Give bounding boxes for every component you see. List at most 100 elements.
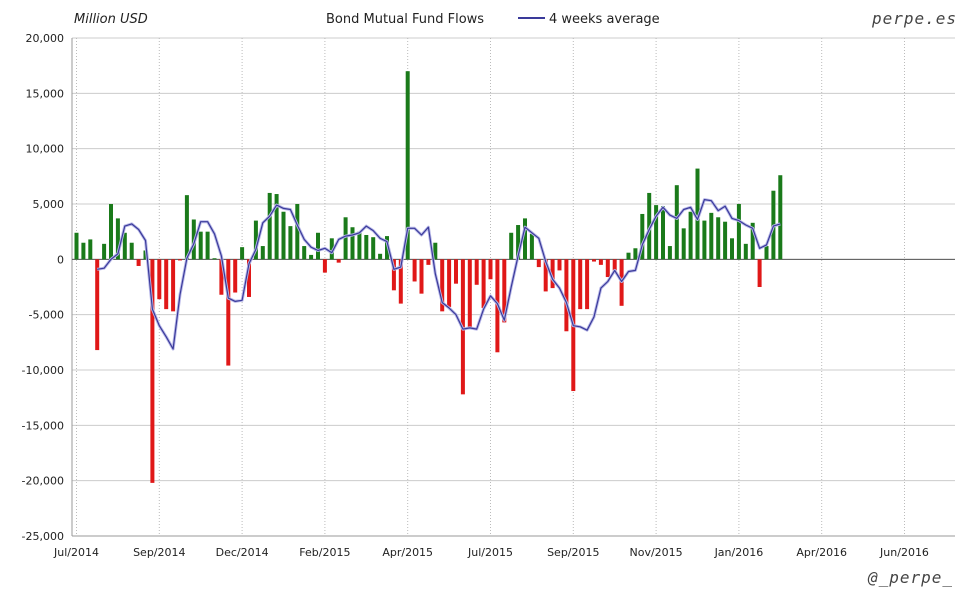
flow-bar [750,222,755,260]
x-tick-label: Jan/2016 [714,546,764,559]
flow-bar [322,259,327,273]
chart-title: Bond Mutual Fund Flows [326,12,484,27]
flow-bar [516,225,521,260]
flow-bar [543,259,548,292]
x-tick-labels: Jul/2014 Sep/2014 Dec/2014 Feb/2015 Apr/2015… [53,546,929,559]
flow-bar [378,253,383,260]
flow-bar [681,228,686,260]
x-tick-label: Jul/2015 [467,546,513,559]
legend-label: 4 weeks average [549,12,660,27]
flow-bar [247,259,251,297]
grid-lines [72,37,955,537]
flow-bar [757,259,762,287]
flow-bar [302,246,307,260]
y-tick-label: -25,000 [22,530,64,543]
average-line [97,199,781,350]
flow-bar [509,232,514,260]
flow-bar [674,185,679,260]
x-tick-label: Sep/2015 [547,546,599,559]
flow-bar [350,227,355,260]
flow-bar [481,259,486,309]
y-tick-labels: 20,000 15,000 10,000 5,000 0 -5,000 -10,000 -15… [22,32,64,543]
flow-bar [371,237,376,260]
y-tick-label: -15,000 [22,419,64,432]
flow-bar [502,259,507,323]
flow-bar [164,259,169,310]
flow-bar [736,204,741,260]
bar-series [74,71,783,483]
flow-bar [709,212,714,260]
unit-label: Million USD [74,12,148,27]
flow-bar [205,231,210,260]
flow-bar [764,246,769,260]
flow-bar [212,258,217,260]
flow-bar [95,259,100,351]
flow-bar [647,192,652,260]
flow-bar [198,231,203,260]
handle-watermark: @_perpe_ [867,568,953,587]
flow-bar [743,243,748,260]
flow-bar [640,213,645,260]
flow-bar [550,259,555,289]
average-line-series [96,198,781,351]
flow-bar [536,259,541,268]
flow-bar [578,259,583,310]
y-tick-label: 20,000 [26,32,65,45]
flow-bar [633,248,638,260]
y-tick-label: -20,000 [22,475,64,488]
flow-bar [122,232,127,260]
axes [71,38,955,537]
flow-bar [364,234,369,260]
flow-bar [661,206,665,260]
flow-bar [309,254,314,260]
x-tick-label: Jul/2014 [53,546,99,559]
y-tick-label: -10,000 [22,364,64,377]
flow-bar [288,226,293,260]
flow-bar [529,233,534,260]
flow-bar [612,259,617,271]
flow-bar [329,238,334,260]
x-tick-label: Nov/2015 [630,546,683,559]
x-tick-label: Apr/2015 [382,546,433,559]
flow-bar [136,259,141,266]
flow-bar [129,242,134,260]
flow-bar [488,259,493,280]
flow-bar [723,221,728,260]
flow-bar [667,246,672,260]
x-tick-label: Feb/2015 [299,546,350,559]
flow-bar [626,252,631,260]
x-tick-label: Dec/2014 [216,546,269,559]
flow-bar [592,259,596,262]
flow-bar [102,243,107,260]
x-tick-label: Apr/2016 [796,546,847,559]
flow-bar [233,259,238,293]
flow-bar [778,175,783,260]
flow-bar [688,211,693,260]
flow-bar [150,259,155,483]
flow-bar [440,259,445,312]
flow-bar [695,168,700,260]
flow-bar [405,71,410,260]
flow-bar [281,211,286,260]
flow-bar [419,259,424,294]
flow-bar [467,259,472,328]
flow-bar [219,259,224,295]
y-tick-label: 0 [57,253,64,266]
y-tick-label: 15,000 [26,87,65,100]
flow-bar [654,205,659,260]
flow-bar [316,232,320,260]
flow-bar [171,259,176,312]
flow-bar [523,218,527,260]
flow-bar [398,259,403,304]
flow-bar [109,204,113,260]
flow-bar [557,259,562,271]
y-tick-label: 5,000 [33,198,65,211]
flow-bar [702,220,707,260]
x-tick-label: Sep/2014 [133,546,185,559]
flow-bar [295,204,300,260]
flow-bar [454,259,458,284]
flow-bar [88,239,93,260]
flow-bar [730,238,734,260]
y-tick-label: 10,000 [26,143,65,156]
